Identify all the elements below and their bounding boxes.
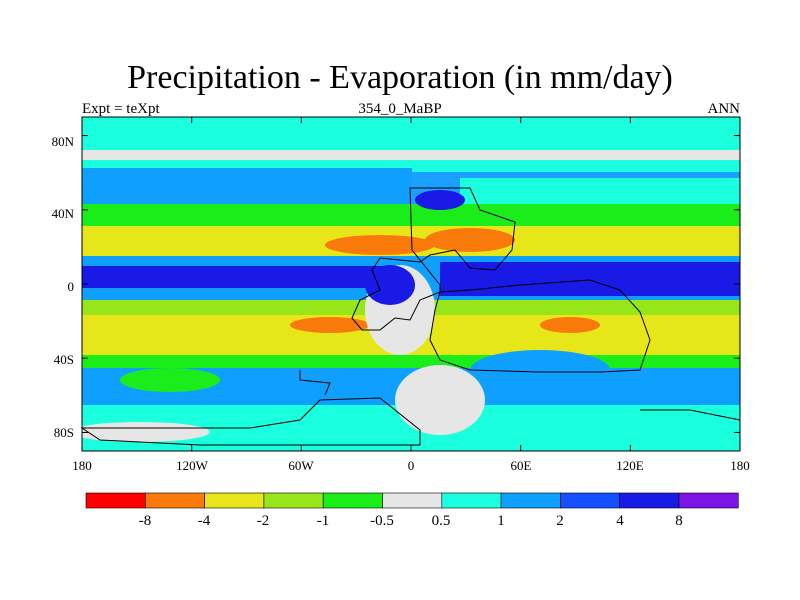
continent-wet-south xyxy=(470,350,610,390)
lat-tick-label: 80S xyxy=(53,425,74,440)
band-itcz-core-east xyxy=(440,262,740,296)
lon-tick-label: 180 xyxy=(72,458,92,473)
wet-spot-north xyxy=(415,190,465,210)
continent-outline-south xyxy=(80,397,421,446)
colorbar-label: -2 xyxy=(256,513,270,529)
lat-tick-label: 40N xyxy=(51,206,74,221)
lon-tick-label: 180 xyxy=(730,458,750,473)
colorbar-swatch xyxy=(263,492,324,509)
wet-spot-equator xyxy=(365,265,415,305)
dry-patch-south-2 xyxy=(540,317,600,333)
experiment-label: Expt = teXpt xyxy=(82,101,160,117)
case-label: 354_0_MaBP xyxy=(358,101,442,117)
field-layer xyxy=(82,117,740,451)
colorbar-label: 1 xyxy=(497,513,505,529)
patch-south-polar-dry xyxy=(82,422,210,442)
lat-tick-label: 40S xyxy=(53,352,74,367)
colorbar-label: -1 xyxy=(316,513,330,529)
lon-tick-label: 120W xyxy=(176,458,208,473)
season-label: ANN xyxy=(707,101,741,117)
land-outlines xyxy=(80,187,741,446)
colorbar-swatch xyxy=(678,492,739,509)
dry-patch-north-2 xyxy=(425,228,515,252)
band-north-wet-east xyxy=(460,178,740,208)
continent-interior-south xyxy=(395,365,485,435)
coast-outline-sw xyxy=(299,370,331,396)
band-itcz-core-west xyxy=(82,266,382,288)
colorbar-swatch xyxy=(560,492,621,509)
colorbar xyxy=(85,492,739,509)
colorbar-swatch xyxy=(382,492,443,509)
continent-outline-north xyxy=(351,187,516,331)
colorbar-label: 2 xyxy=(556,513,564,529)
colorbar-label: 0.5 xyxy=(431,513,451,529)
colorbar-label: 8 xyxy=(675,513,683,529)
colorbar-swatch xyxy=(500,492,561,509)
colorbar-label: 4 xyxy=(616,513,624,529)
band-north-wet-west xyxy=(82,168,412,204)
axis-ticks xyxy=(81,117,741,451)
lon-tick-label: 60E xyxy=(510,458,532,473)
patch-south-green xyxy=(120,368,220,392)
colorbar-swatch xyxy=(85,492,146,509)
lat-tick-label: 0 xyxy=(67,279,75,294)
colorbar-swatch xyxy=(619,492,680,509)
colorbar-label: -8 xyxy=(138,513,152,529)
figure-title: Precipitation - Evaporation (in mm/day) xyxy=(127,59,673,96)
band-north-dry xyxy=(82,150,740,160)
dry-patch-north-1 xyxy=(325,235,435,255)
colorbar-swatch xyxy=(204,492,265,509)
colorbar-swatch xyxy=(145,492,205,509)
lon-tick-label: 120E xyxy=(616,458,644,473)
lon-tick-label: 60W xyxy=(288,458,314,473)
band-north-polar xyxy=(82,117,740,172)
colorbar-swatch xyxy=(322,492,383,509)
colorbar-swatch xyxy=(441,492,502,509)
lon-tick-label: 0 xyxy=(407,458,415,473)
lat-tick-label: 80N xyxy=(51,134,74,149)
coast-outline-se xyxy=(640,409,741,421)
colorbar-label: -4 xyxy=(197,513,211,529)
colorbar-label: -0.5 xyxy=(370,513,394,529)
dry-patch-south-1 xyxy=(290,317,370,333)
continent-outline-east xyxy=(429,279,651,373)
